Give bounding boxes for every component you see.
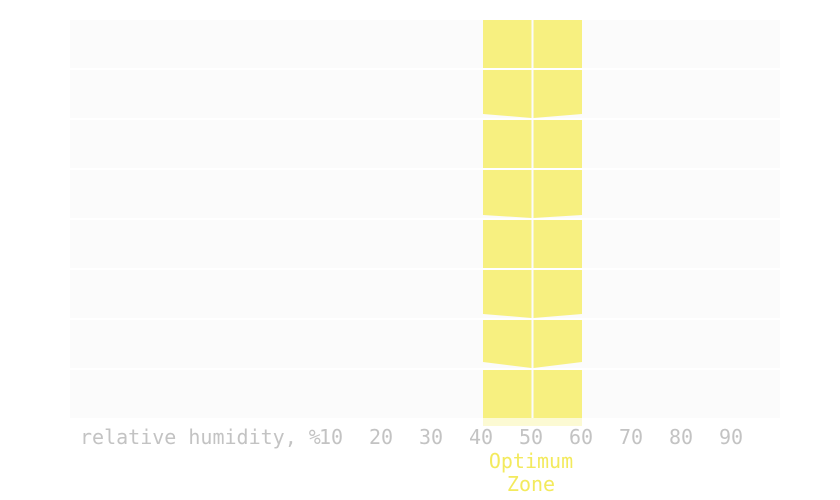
faint-background-bands [70,20,780,418]
x-tick-label-30: 30 [419,425,443,449]
faint-row-8 [70,370,780,418]
zone-cell-left-6 [483,270,532,318]
zone-cell-right-7 [533,320,582,368]
x-tick-label-60: 60 [569,425,593,449]
x-tick-label-50: 50 [519,425,543,449]
faint-row-2 [70,70,780,118]
x-axis-title: relative humidity, % [80,425,321,449]
optimum-zone-band [483,20,582,426]
zone-cell-left-5 [483,220,532,268]
x-axis-ticks: 10 20 30 40 50 60 70 80 90 [319,425,743,449]
zone-cell-left-8 [483,370,532,418]
zone-cell-left-2 [483,70,532,118]
zone-cell-left-7 [483,320,532,368]
x-tick-label-90: 90 [719,425,743,449]
faint-row-3 [70,120,780,168]
zone-cell-right-5 [533,220,582,268]
zone-cell-left-1 [483,20,532,68]
zone-base-strip [483,418,582,426]
zone-cell-right-2 [533,70,582,118]
x-tick-label-20: 20 [369,425,393,449]
faint-row-5 [70,220,780,268]
x-tick-label-80: 80 [669,425,693,449]
faint-row-4 [70,170,780,218]
zone-cell-right-4 [533,170,582,218]
zone-cell-right-6 [533,270,582,318]
zone-cell-right-1 [533,20,582,68]
faint-row-1 [70,20,780,68]
x-tick-label-40: 40 [469,425,493,449]
optimum-zone-label-line-2: Zone [507,472,555,496]
zone-cell-right-3 [533,120,582,168]
faint-row-6 [70,270,780,318]
x-tick-label-70: 70 [619,425,643,449]
zone-cell-left-4 [483,170,532,218]
optimum-zone-label-line-1: Optimum [489,449,573,473]
x-tick-label-10: 10 [319,425,343,449]
zone-cell-right-8 [533,370,582,418]
faint-row-7 [70,320,780,368]
zone-cell-left-3 [483,120,532,168]
